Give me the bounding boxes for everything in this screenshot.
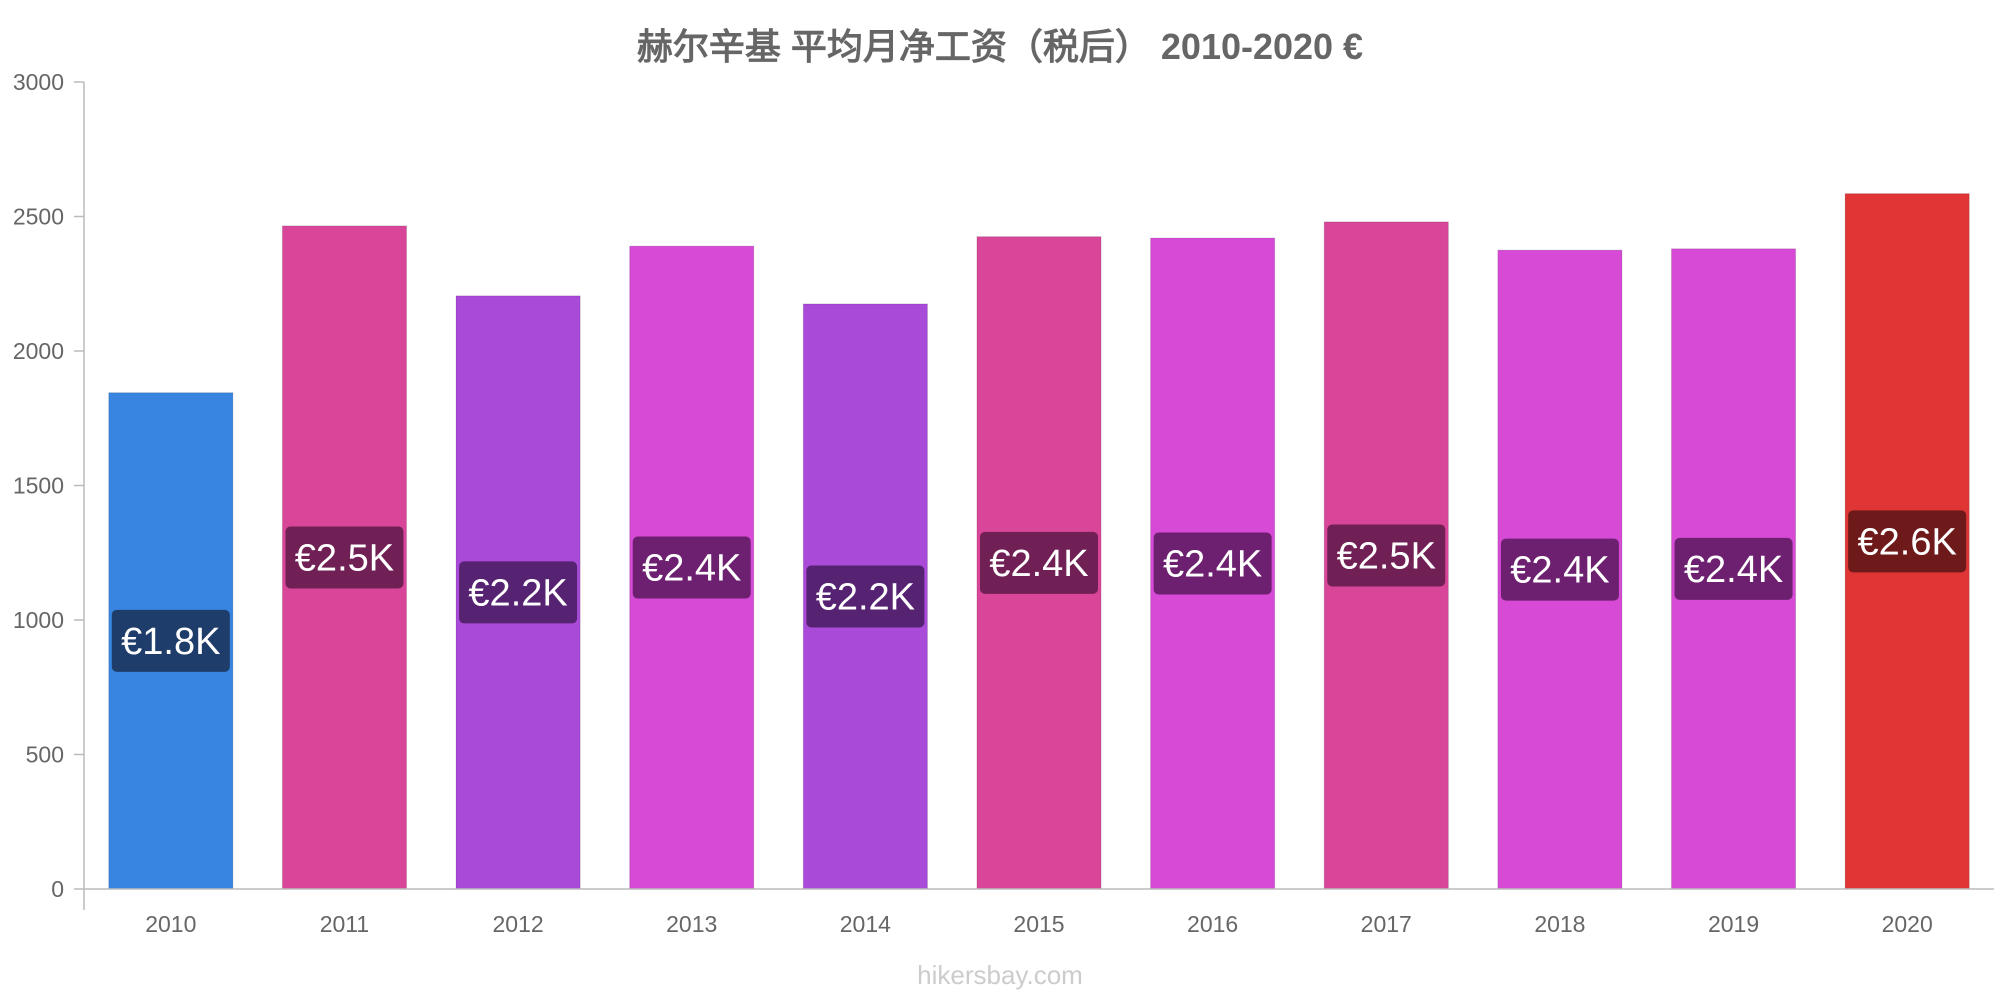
data-label-2019: €2.4K	[1684, 549, 1783, 591]
data-label-box-2014	[806, 565, 925, 628]
data-label-box-2019	[1674, 537, 1793, 600]
x-tick-label-2013: 2013	[666, 911, 717, 937]
y-tick-label: 1500	[13, 473, 64, 499]
data-label-box-2018	[1500, 538, 1619, 601]
data-label-2012: €2.2K	[468, 572, 567, 614]
y-tick-label: 3000	[13, 69, 64, 95]
data-label-box-2013	[632, 536, 751, 599]
y-axis-ticks: 0 500 1000 1500 2000 2500 3000	[13, 69, 84, 902]
x-axis-ticks: 2010 2011 2012 2013 2014 2015 2016 2017 2018 2019…	[145, 911, 1933, 937]
y-tick-label: 2000	[13, 338, 64, 364]
data-label-box-2020	[1848, 510, 1967, 573]
data-label-2013: €2.4K	[642, 548, 741, 590]
x-tick-label-2010: 2010	[145, 911, 196, 937]
data-label-box-2012	[459, 561, 578, 624]
x-tick-label-2018: 2018	[1534, 911, 1585, 937]
chart-title: 赫尔辛基 平均月净工资（税后） 2010-2020 €	[636, 26, 1364, 67]
x-tick-label-2015: 2015	[1013, 911, 1064, 937]
data-label-2016: €2.4K	[1163, 544, 1262, 586]
data-label-box-2017	[1327, 524, 1446, 587]
x-tick-label-2011: 2011	[320, 911, 369, 937]
x-tick-label-2012: 2012	[493, 911, 544, 937]
data-label-box-2010	[111, 609, 230, 672]
data-label-2017: €2.5K	[1337, 535, 1436, 577]
y-tick-label: 2500	[13, 204, 64, 230]
x-tick-label-2014: 2014	[840, 911, 891, 937]
data-label-box-2015	[980, 531, 1098, 594]
y-tick-label: 500	[26, 742, 64, 768]
watermark: hikersbay.com	[917, 960, 1083, 990]
data-label-2011: €2.5K	[295, 537, 394, 579]
data-label-2015: €2.4K	[989, 543, 1088, 585]
data-label-2018: €2.4K	[1510, 550, 1609, 592]
data-label-2010: €1.8K	[121, 621, 220, 663]
x-tick-label-2020: 2020	[1882, 911, 1933, 937]
data-label-2020: €2.6K	[1858, 521, 1957, 563]
y-tick-label: 0	[51, 876, 64, 902]
data-label-2014: €2.2K	[816, 576, 915, 618]
data-labels: €1.8K €2.5K €2.2K €2.4K €2.2K €2.4K €2.4K €2.5K…	[111, 510, 1967, 672]
x-tick-label-2017: 2017	[1361, 911, 1412, 937]
data-label-box-2011	[285, 526, 404, 589]
y-tick-label: 1000	[13, 607, 64, 633]
x-tick-label-2019: 2019	[1708, 911, 1759, 937]
data-label-box-2016	[1153, 532, 1272, 595]
x-tick-label-2016: 2016	[1187, 911, 1238, 937]
